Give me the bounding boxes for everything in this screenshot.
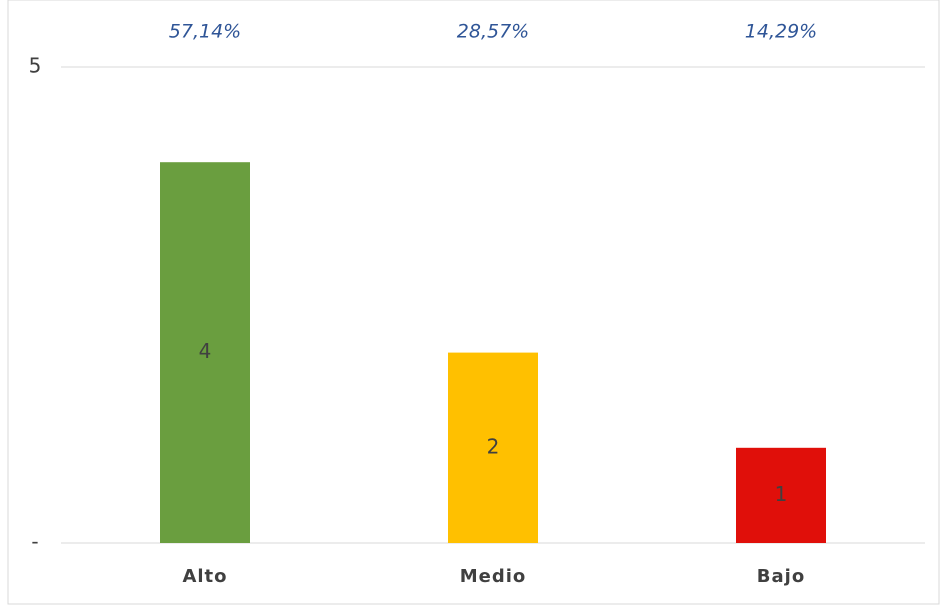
bar-value-label: 2 — [487, 434, 500, 458]
bar — [448, 352, 538, 543]
bar-value-label: 1 — [775, 482, 788, 506]
x-tick-label: Alto — [182, 566, 227, 587]
x-tick-label: Bajo — [757, 566, 805, 587]
percent-annotation: 57,14% — [169, 21, 241, 43]
percent-annotation: 28,57% — [457, 21, 529, 43]
x-tick-label: Medio — [460, 566, 527, 587]
y-tick-label: 5 — [29, 54, 42, 78]
bar-value-label: 4 — [199, 339, 212, 363]
chart-frame — [7, 0, 940, 605]
y-tick-label: - — [31, 530, 38, 554]
bar — [160, 162, 250, 543]
percent-annotation: 14,29% — [745, 21, 817, 43]
bar — [736, 447, 826, 543]
